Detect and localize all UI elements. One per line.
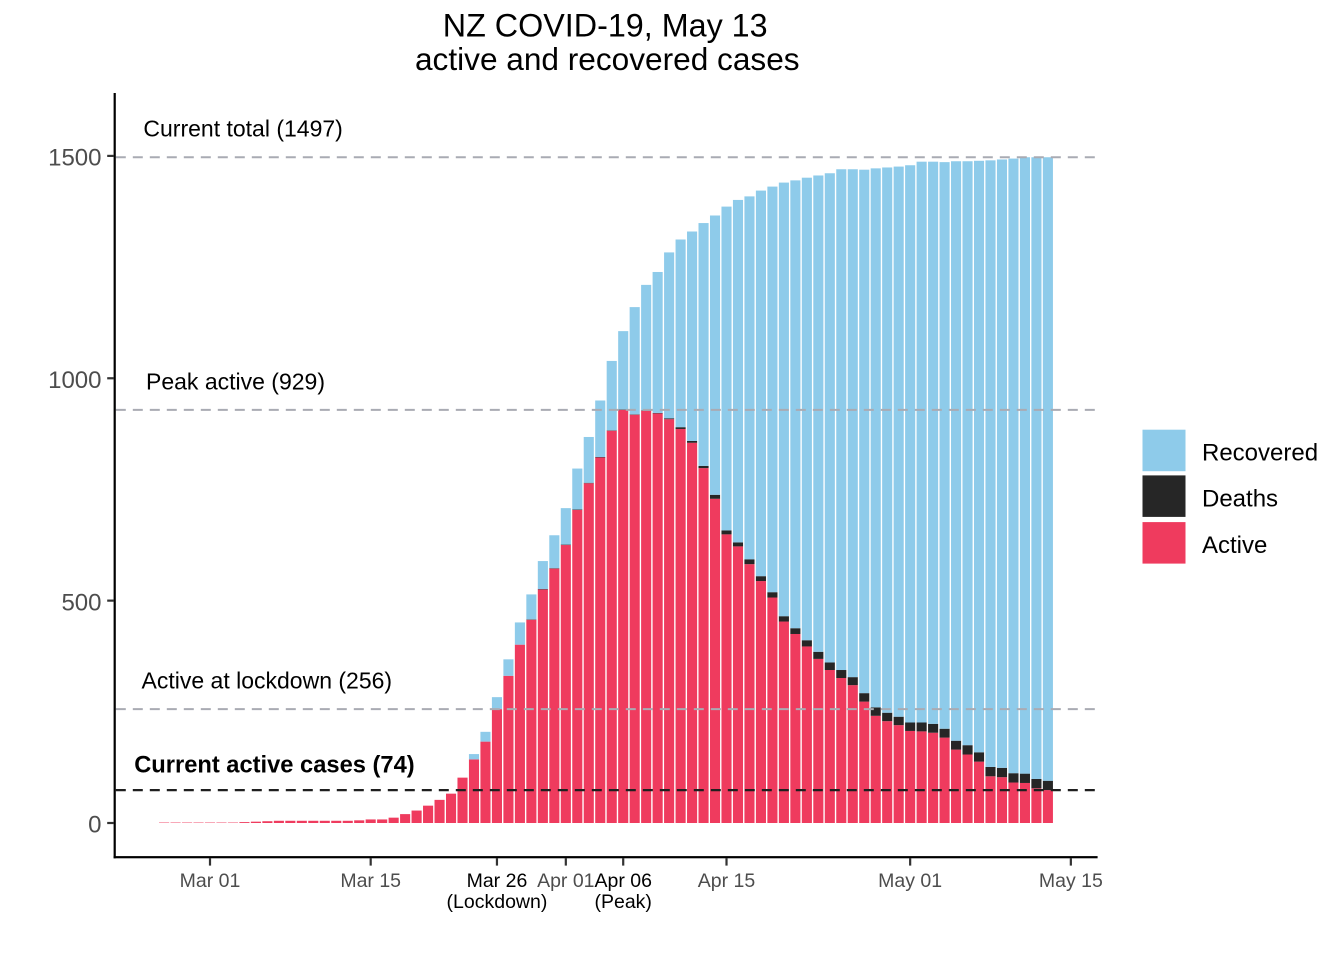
svg-text:Apr 06: Apr 06 (594, 870, 651, 892)
svg-text:Active: Active (1202, 532, 1267, 559)
svg-text:Apr 01: Apr 01 (537, 870, 594, 892)
svg-text:0: 0 (88, 812, 101, 839)
svg-text:May 01: May 01 (878, 870, 942, 892)
svg-text:Mar 26: Mar 26 (467, 870, 528, 892)
svg-text:Apr 15: Apr 15 (698, 870, 756, 892)
svg-text:(Peak): (Peak) (594, 891, 651, 913)
svg-text:Current total (1497): Current total (1497) (143, 116, 342, 142)
svg-text:Active at lockdown (256): Active at lockdown (256) (142, 667, 393, 693)
svg-text:NZ COVID-19, May 13: NZ COVID-19, May 13 (443, 8, 768, 44)
svg-text:500: 500 (61, 589, 101, 616)
svg-text:1000: 1000 (48, 367, 101, 394)
svg-text:Mar 01: Mar 01 (180, 870, 241, 892)
svg-text:May 15: May 15 (1039, 870, 1103, 892)
svg-text:Mar 15: Mar 15 (340, 870, 401, 892)
svg-text:(Lockdown): (Lockdown) (447, 891, 548, 913)
svg-text:active and recovered cases: active and recovered cases (415, 41, 800, 77)
svg-text:Peak active (929): Peak active (929) (146, 369, 325, 395)
svg-text:1500: 1500 (48, 145, 101, 172)
svg-text:Deaths: Deaths (1202, 485, 1278, 512)
svg-text:Current active cases (74): Current active cases (74) (134, 752, 414, 778)
svg-text:Recovered: Recovered (1202, 440, 1318, 467)
